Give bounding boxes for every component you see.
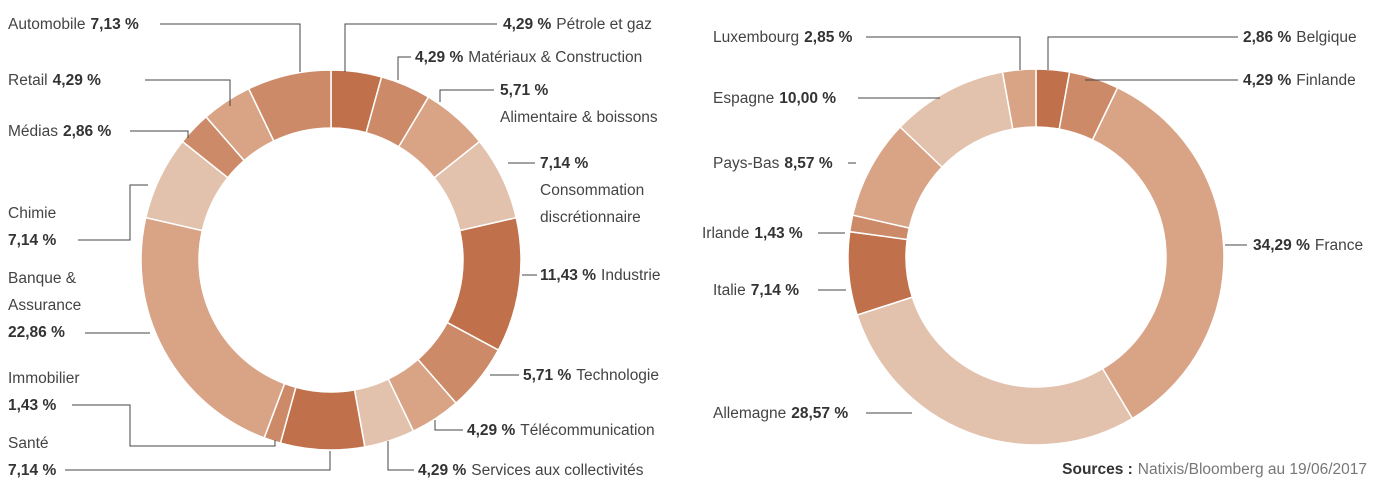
leader-line — [145, 79, 231, 106]
slice-label: 4,29 % Télécommunication — [467, 417, 655, 444]
value-label: 4,29 % — [415, 48, 464, 66]
slice-label: 5,71 % Technologie — [523, 362, 659, 389]
value-label: 1,43 % — [8, 396, 57, 414]
category-label: Chimie — [8, 204, 57, 222]
slice-label: Médias 2,86 % — [8, 118, 111, 145]
value-label: 34,29 % — [1253, 236, 1310, 254]
donut-slice — [1001, 68, 1037, 130]
value-label: 4,29 % — [503, 15, 552, 33]
value-label: 7,13 % — [90, 15, 139, 33]
source-label: Sources : — [1062, 461, 1133, 478]
leader-line — [78, 184, 148, 241]
value-label: 7,14 % — [8, 231, 57, 249]
slice-label: 7,14 % Consommation discrétionnaire — [540, 150, 670, 231]
slice-label: 2,86 % Belgique — [1243, 24, 1357, 51]
slice-label: 34,29 % France — [1253, 232, 1363, 259]
slice-label: Banque & Assurance 22,86 % — [8, 265, 103, 346]
category-label: Retail — [8, 71, 48, 89]
slice-label: Luxembourg 2,85 % — [713, 24, 852, 51]
leader-line — [65, 451, 331, 471]
slice-label: Irlande 1,43 % — [702, 220, 803, 247]
category-label: Irlande — [702, 224, 750, 242]
value-label: 1,43 % — [754, 224, 803, 242]
value-label: 4,29 % — [52, 71, 101, 89]
leader-line — [397, 56, 411, 80]
slice-label: 4,29 % Matériaux & Construction — [415, 44, 642, 71]
value-label: 7,14 % — [750, 281, 800, 299]
value-label: 11,43 % — [540, 266, 597, 284]
value-label: 4,29 % — [467, 421, 516, 439]
category-label: Banque & Assurance — [8, 269, 82, 314]
slice-label: Chimie 7,14 % — [8, 200, 56, 254]
leader-line — [1047, 36, 1238, 70]
source: Sources : Natixis/Bloomberg au 19/06/2017 — [1062, 458, 1367, 481]
slice-label: Pays-Bas 8,57 % — [713, 150, 833, 177]
value-label: 2,86 % — [1243, 28, 1292, 46]
category-label: Services aux collectivités — [471, 461, 644, 479]
source-text: Natixis/Bloomberg au 19/06/2017 — [1137, 461, 1367, 478]
donut-slice — [140, 216, 286, 439]
slice-label: Immobilier 1,43 % — [8, 365, 79, 419]
leader-line — [866, 36, 1021, 70]
leader-line — [439, 89, 494, 102]
slice-label: Automobile 7,13 % — [8, 11, 139, 38]
slice-label: Retail 4,29 % — [8, 67, 101, 94]
slice-label: 4,29 % Pétrole et gaz — [503, 11, 652, 38]
value-label: 8,57 % — [784, 154, 833, 172]
category-label: Médias — [8, 122, 58, 140]
leader-line — [72, 404, 276, 447]
slice-label: Italie 7,14 % — [713, 277, 799, 304]
category-label: Automobile — [8, 15, 86, 33]
category-label: Belgique — [1296, 28, 1357, 46]
category-label: Télécommunication — [520, 421, 655, 439]
value-label: 4,29 % — [418, 461, 467, 479]
slice-label: Allemagne 28,57 % — [713, 400, 848, 427]
leader-line — [130, 130, 189, 138]
slice-label: 11,43 % Industrie — [540, 262, 660, 289]
category-label: Alimentaire & boissons — [500, 108, 658, 126]
category-label: Pétrole et gaz — [556, 15, 652, 33]
category-label: Italie — [713, 281, 746, 299]
category-label: Immobilier — [8, 369, 80, 387]
leader-line — [344, 23, 497, 72]
value-label: 28,57 % — [791, 404, 849, 422]
donut-slice — [247, 69, 332, 143]
category-label: Finlande — [1296, 71, 1356, 89]
value-label: 22,86 % — [8, 323, 65, 341]
category-label: Luxembourg — [713, 28, 800, 46]
donut-slice — [1091, 86, 1225, 420]
leader-line — [434, 420, 463, 431]
slice-label: 5,71 % Alimentaire & boissons — [500, 77, 658, 131]
value-label: 5,71 % — [523, 366, 572, 384]
slice-label: 4,29 % Services aux collectivités — [418, 457, 644, 481]
category-label: Espagne — [713, 89, 775, 107]
slice-label: 4,29 % Finlande — [1243, 67, 1356, 94]
value-label: 5,71 % — [500, 81, 549, 99]
category-label: Matériaux & Construction — [468, 48, 643, 66]
value-label: 2,85 % — [804, 28, 853, 46]
value-label: 4,29 % — [1243, 71, 1292, 89]
category-label: France — [1314, 236, 1364, 254]
category-label: Consommation discrétionnaire — [540, 181, 645, 226]
value-label: 7,14 % — [8, 461, 57, 479]
slice-label: Espagne 10,00 % — [713, 85, 836, 112]
category-label: Allemagne — [713, 404, 787, 422]
donut-slice — [856, 296, 1134, 446]
category-label: Technologie — [576, 366, 659, 384]
value-label: 7,14 % — [540, 154, 589, 172]
category-label: Pays-Bas — [713, 154, 780, 172]
category-label: Industrie — [601, 266, 661, 284]
leader-line — [387, 441, 414, 471]
value-label: 10,00 % — [779, 89, 837, 107]
leader-line — [160, 23, 301, 72]
category-label: Santé — [8, 434, 49, 452]
slice-label: Santé 7,14 % — [8, 430, 56, 481]
value-label: 2,86 % — [62, 122, 112, 140]
